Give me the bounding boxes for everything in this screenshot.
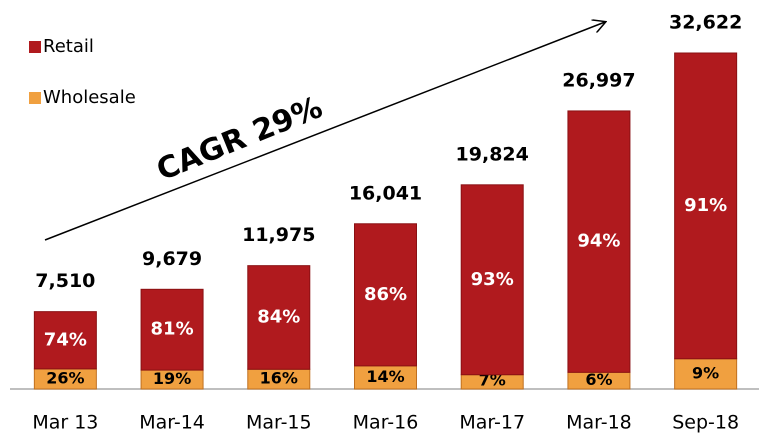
legend-label: Retail (43, 36, 94, 57)
value-label: 94% (577, 231, 620, 252)
value-label: 74% (44, 329, 87, 350)
x-tick-label: Mar-18 (566, 412, 632, 434)
legend-swatch (29, 92, 41, 104)
value-label: 14% (366, 367, 404, 386)
legend-swatch (29, 41, 41, 53)
x-tick-label: Mar 13 (32, 412, 98, 434)
x-tick-label: Mar-15 (246, 412, 312, 434)
value-label: 81% (151, 319, 194, 340)
bar-segment (247, 265, 311, 370)
bar-segment (674, 358, 738, 390)
x-tick-label: Mar-16 (353, 412, 419, 434)
trend-arrow (44, 22, 605, 241)
value-label: 93% (471, 269, 514, 290)
bar-segment (674, 52, 738, 360)
x-tick-label: Mar-14 (139, 412, 205, 434)
value-label: 91% (684, 195, 727, 216)
total-label: 7,510 (35, 270, 95, 292)
annotation: CAGR 29% (152, 90, 328, 188)
value-label: 26% (46, 368, 84, 387)
value-label: 6% (585, 370, 612, 389)
total-label: 32,622 (669, 12, 742, 34)
total-label: 26,997 (562, 69, 635, 91)
x-tick-label: Sep-18 (672, 412, 739, 434)
total-label: 16,041 (349, 182, 422, 204)
bar-segment (460, 184, 524, 376)
value-label: 9% (692, 363, 719, 382)
bar-segment (567, 110, 631, 373)
value-label: 16% (260, 369, 298, 388)
value-label: 86% (364, 284, 407, 305)
legend-label: Wholesale (43, 87, 136, 108)
x-tick-label: Mar-17 (459, 412, 525, 434)
total-label: 19,824 (456, 143, 529, 165)
total-label: 11,975 (242, 224, 315, 246)
total-label: 9,679 (142, 248, 202, 270)
value-label: 84% (257, 306, 300, 327)
bar-segment (354, 223, 417, 367)
value-label: 19% (153, 369, 191, 388)
bar-segment (140, 288, 204, 371)
bar-segment (33, 311, 97, 370)
value-label: 7% (479, 371, 506, 390)
